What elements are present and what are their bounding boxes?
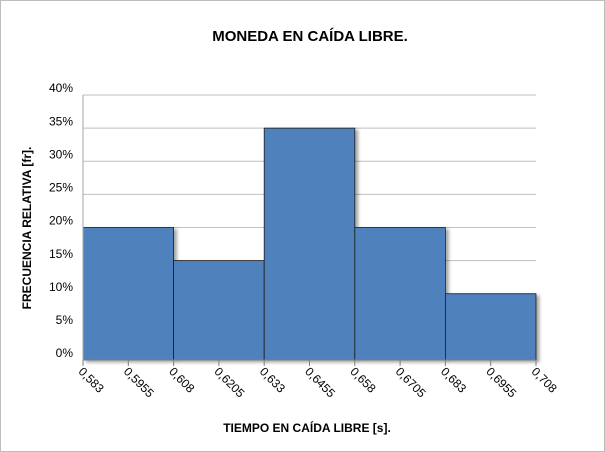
bar (173, 260, 265, 361)
y-tick-label: 15% (49, 247, 73, 261)
bar (444, 293, 537, 361)
y-tick-label: 0% (56, 346, 74, 360)
y-tick-label: 35% (49, 114, 73, 128)
chart-title: MONEDA EN CAÍDA LIBRE. (212, 28, 408, 45)
y-tick-label: 30% (49, 147, 73, 161)
bar (354, 227, 446, 361)
y-tick-label: 10% (49, 280, 73, 294)
y-tick-label: 5% (56, 313, 74, 327)
y-axis-label: FRECUENCIA RELATIVA [fr]. (20, 147, 34, 310)
bar (82, 227, 174, 361)
y-tick-label: 20% (49, 214, 73, 228)
y-tick-label: 40% (49, 81, 73, 95)
bars (82, 127, 537, 361)
x-axis-label: TIEMPO EN CAÍDA LIBRE [s]. (223, 420, 391, 435)
bar (263, 127, 356, 361)
y-tick-label: 25% (49, 181, 73, 195)
